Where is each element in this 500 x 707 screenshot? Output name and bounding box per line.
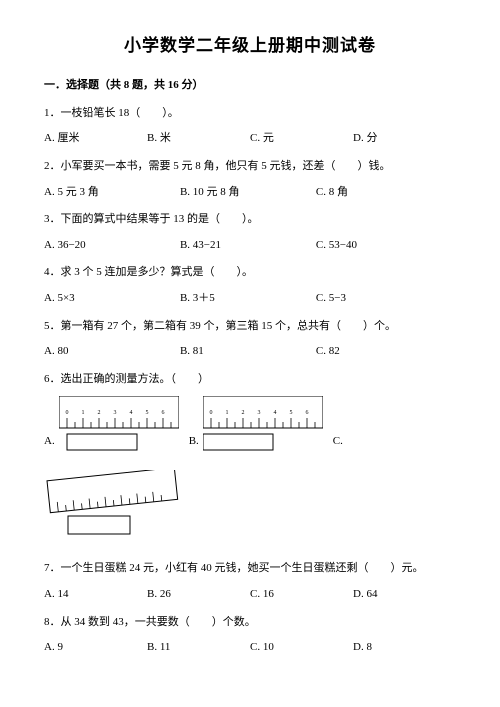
page-title: 小学数学二年级上册期中测试卷 (44, 32, 456, 59)
q8-opt-b: B. 11 (147, 639, 250, 657)
q7-opt-a: A. 14 (44, 586, 147, 604)
svg-text:1: 1 (81, 410, 84, 416)
q5-opt-a: A. 80 (44, 343, 180, 361)
q6-cell-b: B. 0 1 2 3 4 5 6 (189, 396, 323, 456)
svg-text:0: 0 (209, 410, 212, 416)
q1-opt-a: A. 厘米 (44, 130, 147, 148)
q8-opt-c: C. 10 (250, 639, 353, 657)
q2-options: A. 5 元 3 角 B. 10 元 8 角 C. 8 角 (44, 184, 456, 202)
q8-options: A. 9 B. 11 C. 10 D. 8 (44, 639, 456, 657)
svg-text:4: 4 (273, 410, 276, 416)
q4-opt-a: A. 5×3 (44, 290, 180, 308)
q6-label-c: C. (333, 433, 343, 451)
q5-opt-c: C. 82 (316, 343, 452, 361)
q1-stem: 1．一枝铅笔长 18（ ）。 (44, 105, 456, 123)
q1-opt-c: C. 元 (250, 130, 353, 148)
q7-opt-c: C. 16 (250, 586, 353, 604)
q8-stem: 8．从 34 数到 43，一共要数（ ）个数。 (44, 614, 456, 632)
ruler-icon (44, 470, 184, 542)
svg-text:3: 3 (113, 410, 116, 416)
q4-stem: 4．求 3 个 5 连加是多少？算式是（ ）。 (44, 264, 456, 282)
ruler-icon: 0 1 2 3 4 5 6 (59, 396, 179, 456)
q4-opt-b: B. 3＋5 (180, 290, 316, 308)
question-4: 4．求 3 个 5 连加是多少？算式是（ ）。 A. 5×3 B. 3＋5 C.… (44, 264, 456, 307)
q1-opt-d: D. 分 (353, 130, 456, 148)
question-7: 7．一个生日蛋糕 24 元，小红有 40 元钱，她买一个生日蛋糕还剩（ ）元。 … (44, 560, 456, 603)
svg-text:6: 6 (305, 410, 308, 416)
ruler-icon: 0 1 2 3 4 5 6 (203, 396, 323, 456)
q4-options: A. 5×3 B. 3＋5 C. 5−3 (44, 290, 456, 308)
q6-cell-a: A. 0 1 2 3 4 5 6 (44, 396, 179, 456)
q6-row-2 (44, 470, 456, 542)
q4-opt-c: C. 5−3 (316, 290, 452, 308)
q3-opt-b: B. 43−21 (180, 237, 316, 255)
q7-stem: 7．一个生日蛋糕 24 元，小红有 40 元钱，她买一个生日蛋糕还剩（ ）元。 (44, 560, 456, 578)
section-heading: 一．选择题（共 8 题，共 16 分） (44, 77, 456, 95)
q3-stem: 3．下面的算式中结果等于 13 的是（ ）。 (44, 211, 456, 229)
q6-label-a: A. (44, 433, 55, 451)
q7-opt-b: B. 26 (147, 586, 250, 604)
q5-stem: 5．第一箱有 27 个，第二箱有 39 个，第三箱 15 个，总共有（ ）个。 (44, 318, 456, 336)
question-8: 8．从 34 数到 43，一共要数（ ）个数。 A. 9 B. 11 C. 10… (44, 614, 456, 657)
q6-cell-c: C. (333, 433, 343, 457)
svg-text:0: 0 (65, 410, 68, 416)
q6-row-1: A. 0 1 2 3 4 5 6 B. (44, 396, 456, 456)
svg-text:2: 2 (97, 410, 100, 416)
svg-text:3: 3 (257, 410, 260, 416)
q1-options: A. 厘米 B. 米 C. 元 D. 分 (44, 130, 456, 148)
q7-options: A. 14 B. 26 C. 16 D. 64 (44, 586, 456, 604)
q5-options: A. 80 B. 81 C. 82 (44, 343, 456, 361)
svg-text:5: 5 (145, 410, 148, 416)
svg-text:5: 5 (289, 410, 292, 416)
q3-opt-a: A. 36−20 (44, 237, 180, 255)
q5-opt-b: B. 81 (180, 343, 316, 361)
svg-text:1: 1 (225, 410, 228, 416)
q3-opt-c: C. 53−40 (316, 237, 452, 255)
svg-text:6: 6 (161, 410, 164, 416)
question-5: 5．第一箱有 27 个，第二箱有 39 个，第三箱 15 个，总共有（ ）个。 … (44, 318, 456, 361)
q6-label-b: B. (189, 433, 199, 451)
q2-stem: 2．小军要买一本书，需要 5 元 8 角，他只有 5 元钱，还差（ ）钱。 (44, 158, 456, 176)
question-2: 2．小军要买一本书，需要 5 元 8 角，他只有 5 元钱，还差（ ）钱。 A.… (44, 158, 456, 201)
question-3: 3．下面的算式中结果等于 13 的是（ ）。 A. 36−20 B. 43−21… (44, 211, 456, 254)
q3-options: A. 36−20 B. 43−21 C. 53−40 (44, 237, 456, 255)
q1-opt-b: B. 米 (147, 130, 250, 148)
question-6: 6．选出正确的测量方法。（ ） A. 0 1 2 3 4 5 6 B. (44, 371, 456, 543)
svg-text:4: 4 (129, 410, 132, 416)
q2-opt-b: B. 10 元 8 角 (180, 184, 316, 202)
svg-text:2: 2 (241, 410, 244, 416)
q2-opt-c: C. 8 角 (316, 184, 452, 202)
q7-opt-d: D. 64 (353, 586, 456, 604)
question-1: 1．一枝铅笔长 18（ ）。 A. 厘米 B. 米 C. 元 D. 分 (44, 105, 456, 148)
q8-opt-d: D. 8 (353, 639, 456, 657)
q8-opt-a: A. 9 (44, 639, 147, 657)
q2-opt-a: A. 5 元 3 角 (44, 184, 180, 202)
q6-stem: 6．选出正确的测量方法。（ ） (44, 371, 456, 389)
